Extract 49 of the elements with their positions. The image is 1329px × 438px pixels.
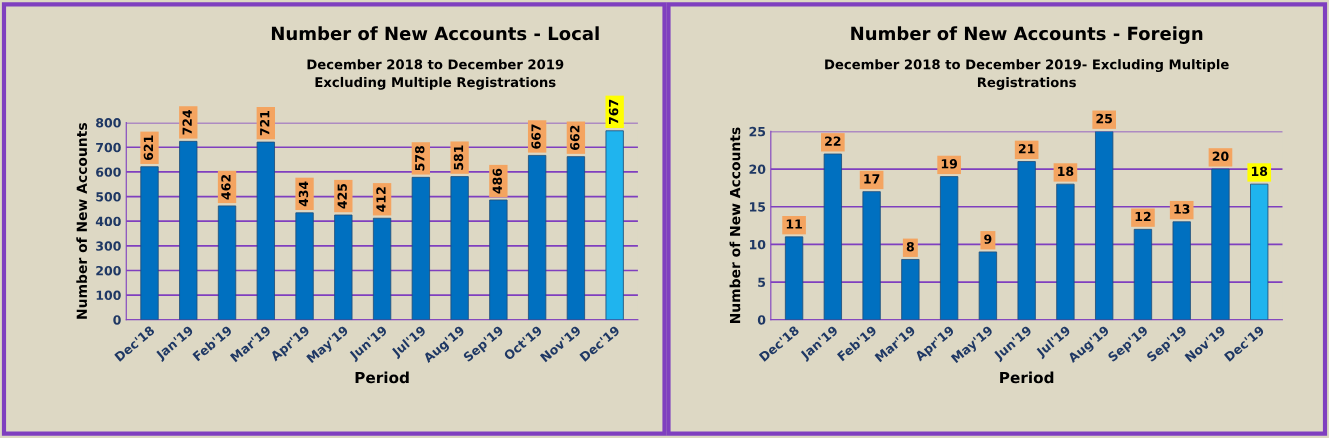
y-tick-label: 25 (749, 126, 766, 137)
data-label: 721 (259, 110, 270, 136)
x-axis-title: Period (1000, 371, 1054, 384)
data-label: 8 (906, 241, 914, 252)
data-label: 12 (1135, 211, 1151, 222)
data-label: 462 (221, 175, 231, 200)
y-tick-label: 0 (757, 315, 766, 325)
data-label: 425 (337, 183, 347, 209)
y-tick-label: 15 (749, 202, 766, 212)
y-axis-title: Number of New Accounts (729, 127, 741, 324)
data-label: 9 (984, 234, 992, 244)
data-label: 578 (415, 146, 425, 171)
data-label: 724 (182, 109, 192, 135)
data-label: 13 (1174, 204, 1190, 214)
data-label: 767 (608, 99, 619, 125)
y-tick-label: 500 (96, 192, 121, 202)
data-label: 20 (1212, 151, 1229, 161)
data-label: 18 (1058, 166, 1074, 177)
data-label: 22 (825, 136, 841, 146)
data-label: 18 (1251, 166, 1268, 177)
y-tick-label: 5 (758, 277, 766, 287)
chart-subtitle: December 2018 to December 2019- Excluding Multiple Registrations (825, 59, 1229, 90)
data-label: 581 (453, 145, 464, 170)
chart-subtitle: December 2018 to December 2019 Excluding Multiple Registrations (307, 59, 564, 90)
y-tick-label: 700 (96, 142, 121, 153)
data-label: 667 (531, 124, 541, 149)
data-label: 621 (143, 135, 154, 161)
y-axis-title: Number of New Accounts (76, 123, 88, 319)
data-label: 486 (492, 168, 502, 194)
data-label: 662 (570, 125, 580, 150)
y-tick-label: 400 (95, 216, 121, 227)
chart-title: Number of New Accounts - Foreign (851, 26, 1203, 44)
y-tick-label: 300 (96, 241, 121, 251)
y-tick-label: 800 (96, 118, 121, 128)
data-label: 19 (941, 159, 958, 169)
data-label: 21 (1018, 144, 1035, 154)
data-label: 434 (298, 181, 309, 207)
data-label: 11 (786, 219, 802, 229)
y-tick-label: 0 (113, 315, 121, 325)
data-label: 17 (864, 174, 880, 184)
data-label: 412 (376, 187, 386, 212)
x-axis-title: Period (355, 371, 409, 384)
chart-title: Number of New Accounts - Local (271, 26, 599, 41)
y-tick-label: 200 (96, 265, 121, 276)
y-tick-label: 600 (96, 167, 121, 177)
y-tick-label: 100 (96, 290, 121, 301)
y-tick-label: 10 (749, 239, 766, 250)
data-label: 25 (1096, 113, 1112, 124)
y-tick-label: 20 (749, 164, 766, 174)
